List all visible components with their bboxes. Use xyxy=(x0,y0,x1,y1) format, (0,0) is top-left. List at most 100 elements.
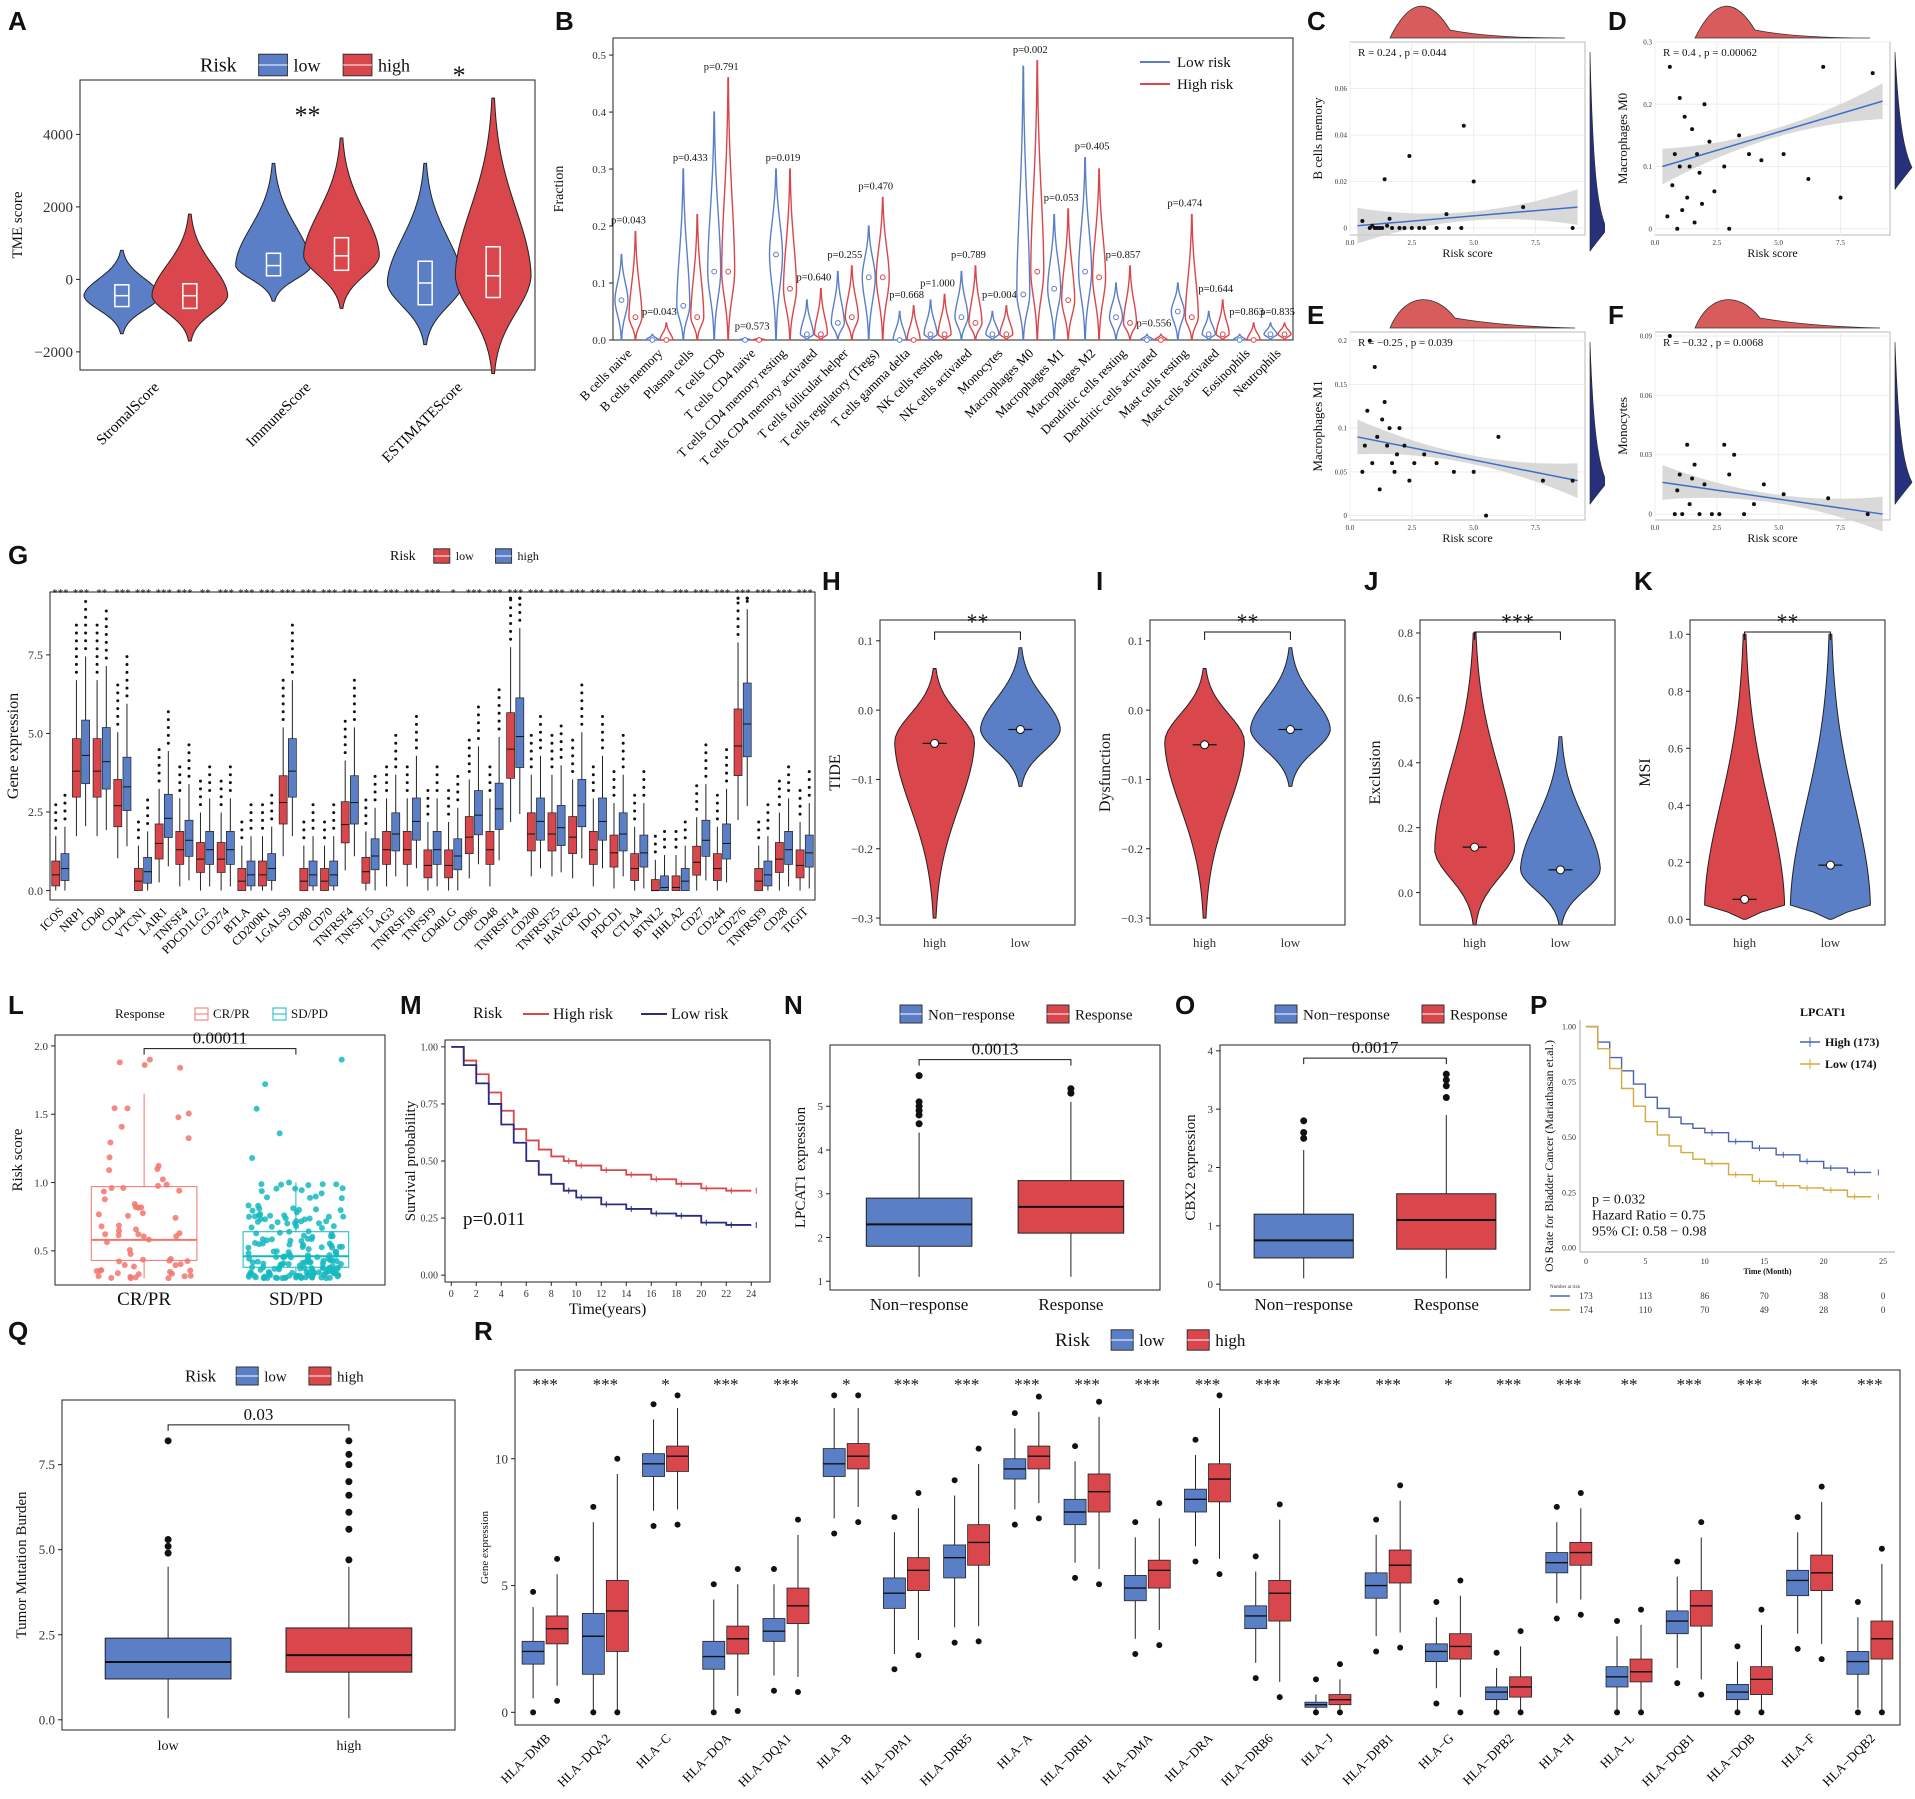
b-median-7-Low risk xyxy=(834,320,841,326)
j-significance: *** xyxy=(1501,609,1534,634)
h-violin-low xyxy=(980,647,1061,787)
g-outlier-PDCD1LG2-high-2 xyxy=(208,773,212,777)
g-box-TNFRSF9-low xyxy=(754,868,764,891)
d-xtick-label-3: 7.5 xyxy=(1836,239,1845,247)
l-point-SD/PD-152 xyxy=(305,1246,312,1253)
b-ytick-label-1: 0.1 xyxy=(592,278,606,290)
l-point-SD/PD-159 xyxy=(249,1259,256,1266)
g-outlier-TNFRSF9-low-2 xyxy=(757,820,761,824)
g-outlier-IDO1-low-1 xyxy=(591,781,595,785)
k-violin-high xyxy=(1704,633,1786,920)
g-outlier-TIGIT-low-0 xyxy=(798,812,802,816)
b-median-21-Low risk xyxy=(1267,331,1274,338)
l-point-SD/PD-153 xyxy=(299,1244,306,1251)
r-outlier-hi-17-low xyxy=(1553,1503,1560,1510)
g-significance-14: *** xyxy=(342,587,359,599)
r-box-17-high xyxy=(1569,1542,1593,1566)
g-outlier-HAVCR2-high-3 xyxy=(580,699,584,703)
g-outlier-TNFSF9-low-2 xyxy=(426,796,430,800)
q-ylabel: Tumor Mutation Burden xyxy=(14,1491,30,1638)
g-outlier-CD70-high-2 xyxy=(332,811,336,815)
b-ylabel: Fraction xyxy=(552,166,567,213)
l-ytick-label-3: 2.0 xyxy=(34,1041,48,1053)
l-point-SD/PD-3 xyxy=(253,1105,260,1112)
r-significance-2: * xyxy=(661,1375,670,1394)
g-outlier-LGALS9-high-2 xyxy=(290,655,294,659)
g-outlier-CD80-high-3 xyxy=(311,803,315,807)
g-box-TNFRSF18-low xyxy=(402,831,412,865)
g-outlier-ICOS-high-3 xyxy=(63,793,67,797)
g-box-CD28-high xyxy=(784,831,793,865)
g-outlier-CD80-high-0 xyxy=(311,826,315,830)
r-ytick-label-1: 5 xyxy=(502,1578,509,1593)
b-pvalue-0: p=0.043 xyxy=(611,216,646,227)
l-point-SD/PD-39 xyxy=(271,1265,278,1272)
c-xtick-label-2: 5.0 xyxy=(1469,239,1478,247)
g-outlier-CD274-high-0 xyxy=(228,788,232,792)
g-outlier-HAVCR2-high-2 xyxy=(580,707,584,711)
b-violin-1-High risk xyxy=(659,322,674,341)
l-point-SD/PD-94 xyxy=(308,1265,315,1272)
e-point-17 xyxy=(1360,469,1365,474)
d-point-8 xyxy=(1722,164,1727,169)
l-point-CR/PR-50 xyxy=(168,1270,175,1277)
d-point-7 xyxy=(1707,139,1712,144)
g-outlier-NRP1-high-2 xyxy=(84,631,88,635)
g-outlier-LGALS9-high-5 xyxy=(290,631,294,635)
g-box-CD48-high xyxy=(494,782,504,830)
d-point-15 xyxy=(1870,71,1875,76)
n-legend-label-1: Response xyxy=(1075,1007,1133,1023)
r-xtick-label-9: HLA−DRB1 xyxy=(1037,1731,1095,1789)
l-point-SD/PD-129 xyxy=(284,1220,291,1227)
e-ytick-label-2: 0.1 xyxy=(1338,425,1347,433)
i-ytick-label-2: −0.1 xyxy=(1121,773,1143,787)
r-significance-7: *** xyxy=(954,1375,980,1394)
b-violin-2-Low risk xyxy=(676,168,691,341)
b-median-1-Low risk xyxy=(649,337,656,343)
r-outlier-hi-9-high xyxy=(1096,1398,1103,1405)
b-ytick-label-3: 0.3 xyxy=(592,164,606,176)
o-outlier-Response-0 xyxy=(1442,1094,1450,1101)
p-risk-cell-0-3: 70 xyxy=(1760,1291,1770,1301)
g-outlier-CD28-high-2 xyxy=(787,773,791,777)
r-outlier-hi-20-low xyxy=(1734,1643,1741,1650)
l-point-SD/PD-15 xyxy=(315,1269,322,1276)
l-ytick-label-0: 0.5 xyxy=(34,1246,48,1258)
g-outlier-TNFSF4-low-0 xyxy=(178,788,182,792)
g-box-CD48-low xyxy=(485,831,495,865)
r-outlier-hi-15-low xyxy=(1433,1599,1440,1606)
g-outlier-CD274-high-2 xyxy=(228,773,232,777)
chart-k-msi-violin: 0.0 0.2 0.4 0.6 0.8 1.0 MSI high low ** xyxy=(1637,609,1886,950)
q-xtick-label-0: low xyxy=(158,1739,180,1754)
b-median-1-High risk xyxy=(663,337,670,343)
g-box-TNFRSF4-low xyxy=(340,801,350,844)
h-significance: ** xyxy=(967,609,989,634)
g-significance-20: *** xyxy=(466,587,483,599)
p-risk-cell-1-3: 49 xyxy=(1760,1305,1770,1315)
q-outlier-high-4 xyxy=(345,1478,353,1486)
panel-letter-l: L xyxy=(8,990,24,1020)
c-point-13 xyxy=(1446,226,1451,231)
r-outlier-lo-16-low xyxy=(1493,1709,1500,1716)
r-box-20-high xyxy=(1750,1666,1773,1695)
g-outlier-TNFSF4-low-3 xyxy=(178,765,182,769)
g-outlier-CD48-low-1 xyxy=(488,781,492,785)
g-outlier-LGALS9-high-1 xyxy=(290,662,294,666)
g-outlier-CD80-low-0 xyxy=(302,836,306,840)
g-outlier-LAG3-high-4 xyxy=(394,733,398,737)
g-outlier-PDCD1LG2-low-2 xyxy=(198,787,202,791)
r-outlier-lo-10-high xyxy=(1156,1642,1163,1649)
a-violin-StromalScore-high xyxy=(151,213,229,342)
chart-c-b-cells-memory-scatter: 0.0 2.5 5.0 7.5 0 0.02 0.04 0.06 R = 0.24 , p = … xyxy=(1310,5,1605,260)
r-outlier-lo-16-high xyxy=(1517,1709,1524,1716)
b-pvalue-5: p=0.019 xyxy=(766,153,801,164)
l-point-SD/PD-155 xyxy=(292,1220,299,1227)
r-outlier-hi-6-high xyxy=(915,1489,922,1496)
n-legend-label-0: Non−response xyxy=(928,1007,1015,1023)
l-point-CR/PR-14 xyxy=(145,1236,152,1243)
f-xtick-label-1: 2.5 xyxy=(1712,524,1721,532)
a-box-ImmuneScore-low xyxy=(265,252,282,277)
l-point-CR/PR-51 xyxy=(118,1123,125,1130)
d-annotation: R = 0.4 , p = 0.00062 xyxy=(1663,47,1757,59)
b-violin-13-Low risk xyxy=(1016,65,1031,341)
